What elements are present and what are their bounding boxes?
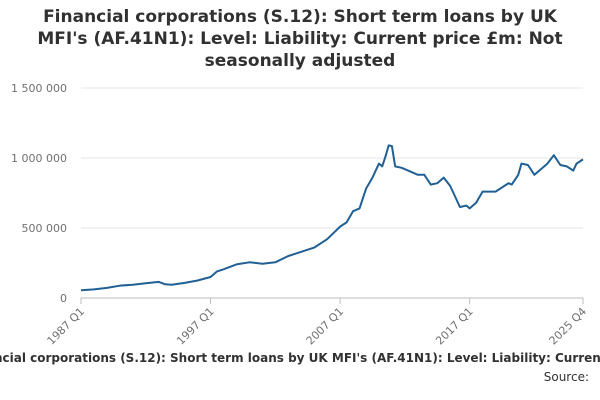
y-tick-label: 1 500 000 xyxy=(11,82,67,95)
caption-text: Financial corporations (S.12): Short ter… xyxy=(0,351,600,365)
source-label: Source: xyxy=(543,370,589,384)
gridlines xyxy=(81,87,583,229)
x-tick-label: 1987 Q1 xyxy=(45,305,88,348)
chart-title: Financial corporations (S.12): Short ter… xyxy=(37,7,563,71)
x-tick-label: 2025 Q4 xyxy=(547,305,590,348)
y-axis: 0 500 000 1 000 000 1 500 000 xyxy=(11,82,67,305)
chart-caption: Financial corporations (S.12): Short ter… xyxy=(0,351,600,369)
x-tick-label: 2007 Q1 xyxy=(304,305,347,348)
y-tick-label: 500 000 xyxy=(22,222,68,235)
x-tick-label: 2017 Q1 xyxy=(433,305,476,348)
y-tick-label: 0 xyxy=(60,292,67,305)
x-tick-label: 1997 Q1 xyxy=(174,305,217,348)
series xyxy=(80,144,584,292)
y-tick-label: 1 000 000 xyxy=(11,152,67,165)
series-line xyxy=(80,144,584,292)
x-axis: 1987 Q1 1997 Q1 2007 Q1 2017 Q1 2025 Q4 xyxy=(45,298,590,348)
